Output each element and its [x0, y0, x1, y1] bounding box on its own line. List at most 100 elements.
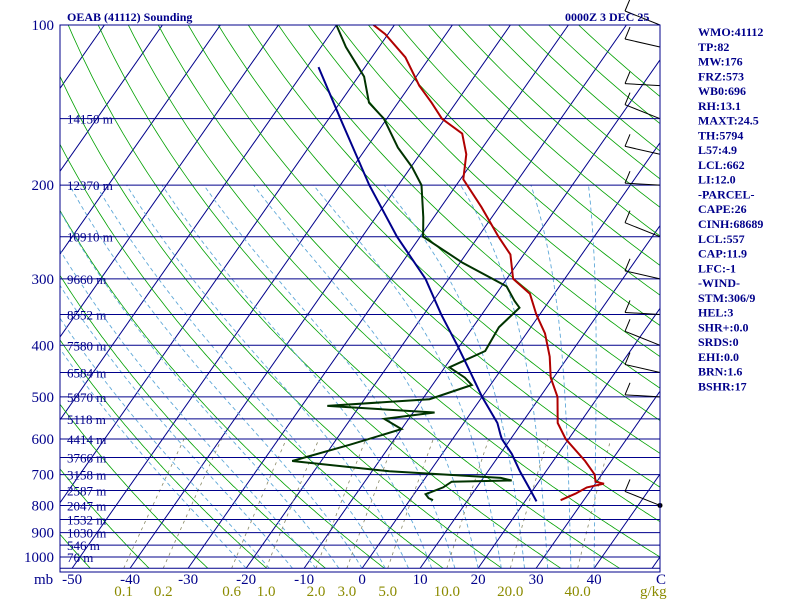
wind-barb-flag — [624, 92, 631, 105]
wind-barb — [624, 319, 661, 346]
temperature-tick-label: 20 — [471, 572, 486, 588]
wind-barb-staff — [624, 490, 661, 506]
isobar-layer — [60, 24, 660, 569]
wind-barb — [624, 134, 661, 155]
index-line: WB0:696 — [698, 84, 746, 98]
wind-barb — [624, 92, 661, 120]
pressure-tick-label: 500 — [32, 390, 55, 406]
wind-barb-staff — [624, 145, 661, 155]
isotherm — [60, 25, 279, 338]
mixing-ratio-tick-label: 0.6 — [222, 584, 241, 600]
dry-adiabat — [67, 25, 562, 569]
pressure-tick-label: 700 — [32, 468, 55, 484]
wind-barb-staff — [624, 330, 661, 346]
index-line: FRZ:573 — [698, 69, 744, 83]
wind-barb-staff — [624, 311, 661, 315]
mixing-ratio-line — [577, 438, 612, 569]
index-line: HEL:3 — [698, 306, 733, 320]
moist-adiabat — [313, 184, 502, 569]
temperature-tick-label: 10 — [413, 572, 428, 588]
mixing-ratio-tick-label: 1.0 — [257, 584, 276, 600]
moist-adiabat — [60, 249, 317, 569]
wind-barb-flag — [624, 0, 631, 12]
isotherm — [129, 25, 511, 569]
dry-adiabat — [60, 143, 444, 569]
wind-barb-flag — [624, 382, 631, 396]
isotherm — [60, 25, 395, 504]
parcel-line — [317, 66, 538, 502]
isotherm — [593, 473, 660, 569]
mixing-ratio-unit-label: g/kg — [640, 584, 667, 600]
dry-adiabat — [338, 25, 660, 327]
wind-barb-staff — [624, 83, 661, 87]
valid-time: 0000Z 3 DEC 25 — [565, 10, 649, 24]
dry-adiabat — [308, 25, 660, 358]
index-line: LFC:-1 — [698, 261, 736, 275]
pressure-tick-label: 400 — [32, 338, 55, 354]
dewpoint-line — [291, 25, 521, 502]
wind-barb — [624, 352, 661, 373]
index-line: WMO:41112 — [698, 25, 763, 39]
wind-barb — [624, 258, 661, 280]
temperature-tick-label: -40 — [120, 572, 140, 588]
wind-barb — [624, 300, 661, 315]
isotherm — [60, 25, 163, 173]
mixing-ratio-tick-label: 10.0 — [434, 584, 460, 600]
height-label: 12370 m — [67, 178, 113, 193]
dry-adiabat — [368, 25, 660, 296]
moist-adiabat — [60, 210, 340, 569]
moist-adiabat — [203, 184, 456, 569]
index-line: SRDS:0 — [698, 335, 739, 349]
moist-adiabat — [95, 184, 386, 569]
moist-adiabat — [530, 184, 572, 569]
dry-adiabat — [97, 25, 620, 569]
height-label: 5118 m — [67, 412, 106, 427]
index-line: MAXT:24.5 — [698, 114, 759, 128]
moist-adiabat — [60, 284, 293, 569]
dry-adiabat — [60, 468, 150, 569]
moist-adiabat — [460, 184, 549, 569]
index-line: SHR+:0.0 — [698, 320, 749, 334]
mixing-ratio-line — [123, 438, 185, 569]
wind-barb-staff — [624, 10, 661, 26]
moist-adiabat — [253, 184, 479, 569]
height-label: 6584 m — [67, 366, 106, 381]
index-line: TH:5794 — [698, 128, 743, 142]
grid-layer — [60, 25, 660, 569]
dry-adiabat — [157, 25, 660, 523]
wind-barb-staff — [624, 270, 661, 280]
temperature-tick-label: -20 — [236, 572, 256, 588]
wind-barb-flag — [624, 300, 631, 313]
wind-barb-staff — [624, 394, 661, 398]
height-label: 7580 m — [67, 338, 106, 353]
isotherm — [245, 25, 627, 569]
index-panel: WMO:41112TP:82MW:176FRZ:573WB0:696RH:13.… — [698, 25, 763, 393]
dry-adiabat — [127, 25, 660, 558]
mixing-ratio-tick-label: 5.0 — [378, 584, 397, 600]
index-line: CAP:11.9 — [698, 247, 747, 261]
wind-barb-flag — [624, 210, 631, 223]
wind-barb-staff — [624, 104, 661, 120]
temperature-line — [372, 25, 605, 502]
mixing-ratio-line — [446, 438, 490, 569]
isotherm — [60, 25, 221, 256]
wind-barb-flag — [624, 71, 631, 84]
dry-adiabat — [217, 25, 660, 454]
index-line: STM:306/9 — [698, 291, 755, 305]
height-label: 5870 m — [67, 390, 106, 405]
height-label: 8552 m — [67, 307, 106, 322]
height-label: 1532 m — [67, 512, 106, 527]
temperature-tick-label: -30 — [178, 572, 198, 588]
temperature-tick-label: 40 — [587, 572, 602, 588]
wind-barb-flag — [624, 170, 631, 184]
dry-adiabat — [398, 25, 660, 266]
wind-barb — [624, 479, 661, 506]
mixing-ratio-line — [509, 438, 549, 569]
index-line: LCL:557 — [698, 232, 745, 246]
mixing-ratio-tick-label: 0.2 — [154, 584, 173, 600]
height-label: 3158 m — [67, 468, 106, 483]
temperature-tick-label: 0 — [358, 572, 366, 588]
dry-adiabat — [60, 403, 209, 569]
